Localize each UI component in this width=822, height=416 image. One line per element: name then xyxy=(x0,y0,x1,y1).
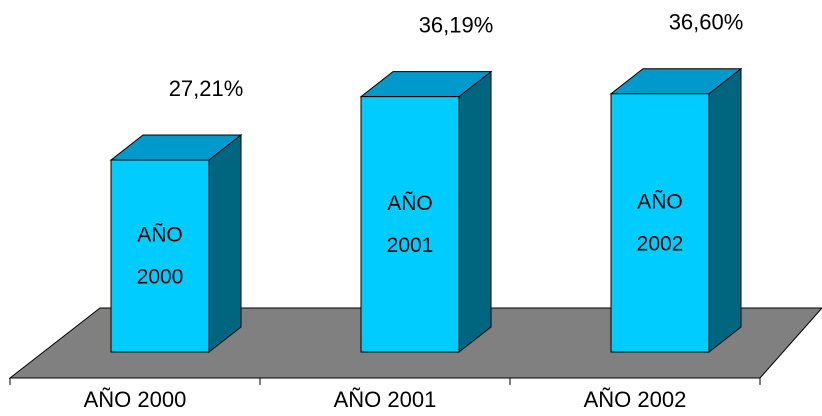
bar-label: 2000 xyxy=(137,266,184,289)
bar-label: 2002 xyxy=(637,232,684,255)
x-tick-label: AÑO 2001 xyxy=(334,387,437,412)
value-label: 36,60% xyxy=(669,10,744,35)
bar-label: 2001 xyxy=(387,234,434,257)
bar xyxy=(110,159,210,353)
bar-side xyxy=(458,70,492,354)
bar xyxy=(360,96,460,353)
bar-side xyxy=(708,67,742,354)
bar-label: AÑO xyxy=(387,191,433,215)
bar xyxy=(610,93,710,353)
bar-label: AÑO xyxy=(137,223,183,247)
value-label: 36,19% xyxy=(419,12,494,37)
x-tick-label: AÑO 2002 xyxy=(584,387,687,412)
bar-label: AÑO xyxy=(637,189,683,213)
x-tick-label: AÑO 2000 xyxy=(84,387,187,412)
value-label: 27,21% xyxy=(169,76,244,101)
bar-side xyxy=(208,133,242,354)
